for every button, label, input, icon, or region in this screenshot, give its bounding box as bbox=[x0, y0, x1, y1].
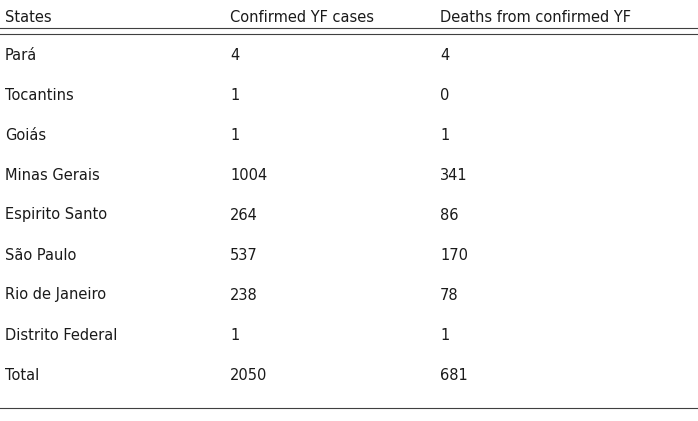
Text: 2050: 2050 bbox=[230, 368, 267, 383]
Text: Distrito Federal: Distrito Federal bbox=[5, 328, 117, 343]
Text: 341: 341 bbox=[440, 168, 468, 182]
Text: 264: 264 bbox=[230, 208, 258, 223]
Text: São Paulo: São Paulo bbox=[5, 248, 76, 263]
Text: 1: 1 bbox=[230, 128, 239, 142]
Text: Tocantins: Tocantins bbox=[5, 88, 74, 102]
Text: 170: 170 bbox=[440, 248, 468, 263]
Text: 1: 1 bbox=[440, 128, 450, 142]
Text: Rio de Janeiro: Rio de Janeiro bbox=[5, 288, 106, 303]
Text: 1: 1 bbox=[440, 328, 450, 343]
Text: Deaths from confirmed YF: Deaths from confirmed YF bbox=[440, 10, 631, 25]
Text: 4: 4 bbox=[440, 48, 450, 62]
Text: 537: 537 bbox=[230, 248, 258, 263]
Text: Minas Gerais: Minas Gerais bbox=[5, 168, 100, 182]
Text: Goiás: Goiás bbox=[5, 128, 46, 142]
Text: Espirito Santo: Espirito Santo bbox=[5, 208, 107, 223]
Text: 0: 0 bbox=[440, 88, 450, 102]
Text: Total: Total bbox=[5, 368, 39, 383]
Text: 1: 1 bbox=[230, 88, 239, 102]
Text: 4: 4 bbox=[230, 48, 239, 62]
Text: Confirmed YF cases: Confirmed YF cases bbox=[230, 10, 374, 25]
Text: Pará: Pará bbox=[5, 48, 37, 62]
Text: 681: 681 bbox=[440, 368, 468, 383]
Text: 78: 78 bbox=[440, 288, 459, 303]
Text: 238: 238 bbox=[230, 288, 258, 303]
Text: 86: 86 bbox=[440, 208, 459, 223]
Text: 1004: 1004 bbox=[230, 168, 267, 182]
Text: 1: 1 bbox=[230, 328, 239, 343]
Text: States: States bbox=[5, 10, 52, 25]
